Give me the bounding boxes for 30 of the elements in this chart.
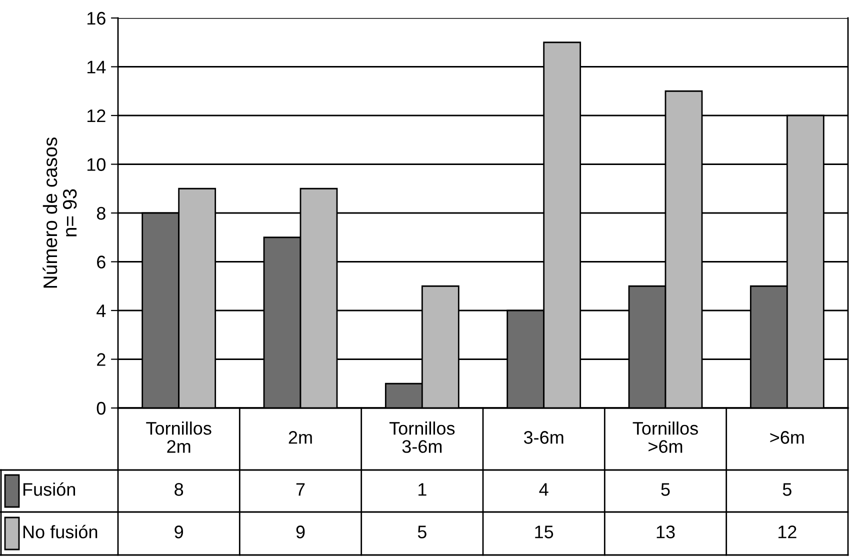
data-label: 13 bbox=[656, 526, 675, 538]
data-label: 5 bbox=[782, 483, 792, 496]
y-tick-label: 14 bbox=[87, 60, 106, 74]
y-tick-label: 12 bbox=[87, 109, 106, 122]
legend-label: No fusión bbox=[23, 524, 98, 538]
y-axis-title: Número de casos n= 93 bbox=[42, 138, 77, 288]
x-tick-label: 3-6m bbox=[524, 431, 564, 444]
y-tick-label: 10 bbox=[87, 158, 106, 171]
y-tick-label: 8 bbox=[96, 206, 106, 220]
data-label: 5 bbox=[661, 483, 670, 496]
y-tick-label: 16 bbox=[87, 12, 106, 25]
legend-label: Fusión bbox=[23, 482, 76, 496]
y-tick-label: 2 bbox=[97, 353, 106, 366]
y-tick-label: 4 bbox=[96, 304, 106, 318]
x-tick-label: Tornillos 3-6m bbox=[389, 422, 455, 453]
data-label: 4 bbox=[539, 483, 548, 496]
y-tick-label: 6 bbox=[97, 256, 106, 268]
data-label: 7 bbox=[296, 483, 305, 496]
data-label: 15 bbox=[535, 526, 554, 538]
x-tick-label: Tornillos >6m bbox=[632, 422, 698, 453]
data-label: 9 bbox=[296, 526, 305, 538]
data-label: 5 bbox=[418, 526, 426, 538]
data-label: 12 bbox=[778, 526, 796, 538]
x-tick-label: Tornillos 2m bbox=[146, 422, 212, 453]
x-tick-label: 2m bbox=[288, 431, 312, 444]
y-tick-label: 0 bbox=[96, 402, 106, 415]
x-tick-label: >6m bbox=[770, 431, 804, 444]
data-label: 9 bbox=[174, 526, 183, 538]
data-label: 1 bbox=[418, 483, 426, 496]
data-label: 8 bbox=[174, 483, 184, 496]
